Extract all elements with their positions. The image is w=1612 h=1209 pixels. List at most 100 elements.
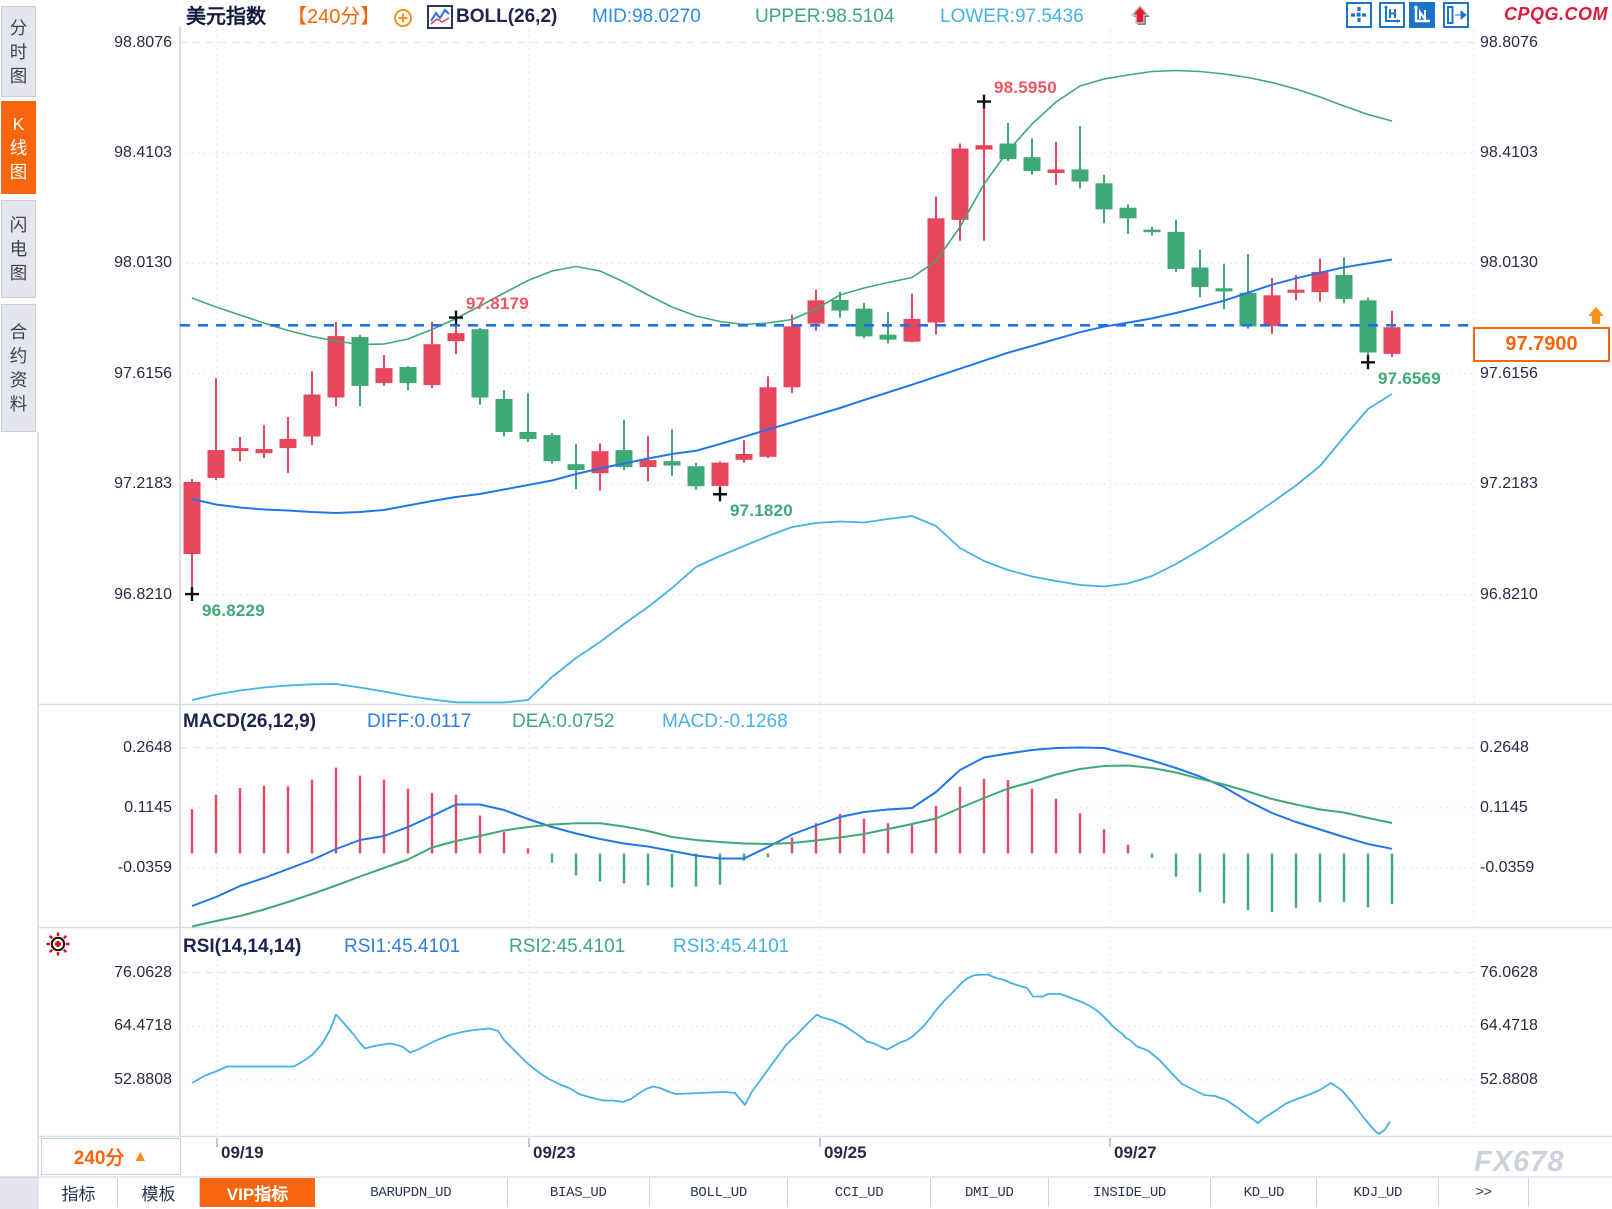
- candle-body: [423, 344, 441, 386]
- candle-body: [279, 438, 297, 449]
- period-button[interactable]: 240分 ▲: [41, 1138, 181, 1175]
- mini-chart-icon[interactable]: [427, 5, 453, 29]
- price-up-arrow-icon: [1588, 307, 1604, 324]
- tab-biasud[interactable]: BIAS_UD: [507, 1178, 650, 1207]
- indicator-name[interactable]: BOLL(26,2): [456, 6, 558, 27]
- axis-range-icon[interactable]: [1379, 2, 1405, 28]
- candle-body: [567, 464, 585, 470]
- y-axis-label: 76.0628: [114, 963, 172, 981]
- x-axis-date-label: 09/25: [824, 1143, 867, 1162]
- y-axis-label: 97.6156: [114, 364, 172, 382]
- boll-lower-line: [191, 393, 1393, 704]
- candle-body: [759, 387, 777, 457]
- tab-kdjud[interactable]: KDJ_UD: [1317, 1178, 1440, 1207]
- red-up-arrow-icon[interactable]: [1127, 2, 1151, 27]
- y-axis-label: 98.8076: [1480, 33, 1538, 51]
- period-badge[interactable]: 【240分】: [287, 6, 381, 28]
- candle-body: [639, 460, 657, 467]
- sidebar-item-char: 线: [9, 137, 28, 158]
- tab-[interactable]: 模板: [118, 1178, 200, 1207]
- candle-body: [519, 432, 537, 439]
- current-price-box: 97.7900: [1473, 327, 1610, 362]
- candle-body: [543, 435, 561, 462]
- sidebar-item-flash[interactable]: 闪电图: [1, 200, 36, 298]
- tab-[interactable]: 指标: [40, 1178, 118, 1207]
- candle-body: [1047, 169, 1065, 173]
- y-axis-label: -0.0359: [1480, 858, 1535, 876]
- swing-price-label: 98.5950: [994, 78, 1057, 97]
- tab-bollud[interactable]: BOLL_UD: [650, 1178, 789, 1207]
- sidebar-item-char: 料: [9, 394, 28, 414]
- rsi3-value: RSI3:45.4101: [673, 936, 790, 957]
- candle-body: [351, 337, 369, 386]
- boll-upper-line: [191, 69, 1393, 346]
- candle-body: [879, 334, 897, 340]
- symbol-title: 美元指数: [186, 6, 266, 28]
- candle-body: [687, 466, 705, 487]
- brand-logo[interactable]: CPQG.COM: [1503, 4, 1608, 24]
- swing-cross-marker: [713, 487, 727, 502]
- candle-body: [927, 218, 945, 323]
- tab-insideud[interactable]: INSIDE_UD: [1048, 1178, 1212, 1207]
- candle-body: [303, 394, 321, 437]
- tabbar-left-corner: [0, 1177, 39, 1209]
- tab-kdud[interactable]: KD_UD: [1211, 1178, 1318, 1207]
- candle-body: [663, 461, 681, 466]
- tab-[interactable]: >>: [1439, 1178, 1529, 1207]
- sidebar-item-char: 分: [9, 17, 28, 38]
- candle-body: [327, 336, 345, 398]
- y-axis-label: 98.8076: [114, 33, 172, 51]
- candle-body: [1143, 229, 1161, 233]
- candle-body: [399, 367, 417, 384]
- y-axis-label: 0.1145: [1480, 798, 1528, 816]
- y-axis-label: 52.8808: [114, 1070, 172, 1088]
- boll-upper-value: UPPER:98.5104: [755, 6, 895, 27]
- candle-body: [855, 308, 873, 337]
- crosshair-icon[interactable]: [1346, 2, 1372, 28]
- sidebar-item-char: 图: [9, 161, 28, 182]
- rsi-title: RSI(14,14,14): [183, 936, 302, 957]
- sidebar-item-char: K: [12, 113, 25, 134]
- sidebar-item-char: 资: [9, 370, 28, 390]
- candle-body: [207, 450, 225, 478]
- swing-price-label: 97.8179: [466, 294, 529, 313]
- tab-dmiud[interactable]: DMI_UD: [930, 1178, 1049, 1207]
- candle-body: [1119, 207, 1137, 219]
- candle-body: [231, 448, 249, 452]
- candle-body: [1215, 288, 1233, 292]
- tab-barupdnud[interactable]: BARUPDN_UD: [315, 1178, 508, 1207]
- tab-cciud[interactable]: CCI_UD: [788, 1178, 931, 1207]
- boll-lower-value: LOWER:97.5436: [940, 6, 1084, 27]
- candle-body: [255, 449, 273, 454]
- sidebar-item-contract[interactable]: 合约资料: [1, 304, 36, 432]
- swing-cross-marker: [185, 587, 199, 602]
- macd-diff-value: DIFF:0.0117: [367, 711, 472, 732]
- red-sun-icon[interactable]: [45, 931, 71, 957]
- boll-mid-value: MID:98.0270: [592, 6, 701, 27]
- y-axis-label: 0.2648: [123, 738, 172, 756]
- sidebar-item-char: 闪: [9, 215, 28, 235]
- y-axis-label: 0.1145: [124, 798, 172, 816]
- candle-body: [375, 368, 393, 384]
- auto-scale-icon[interactable]: [1409, 2, 1435, 28]
- sidebar-item-char: 图: [9, 263, 28, 283]
- watermark: FX678: [1474, 1146, 1565, 1178]
- collapse-pane-icon[interactable]: [1443, 2, 1469, 28]
- x-axis-date-label: 09/19: [221, 1143, 264, 1162]
- circle-plus-icon[interactable]: [393, 8, 413, 28]
- macd-title: MACD(26,12,9): [183, 711, 317, 732]
- candle-body: [1263, 295, 1281, 327]
- tab-vip[interactable]: VIP指标: [200, 1178, 315, 1207]
- candle-body: [1023, 157, 1041, 172]
- y-axis-label: 98.4103: [114, 143, 172, 161]
- candle-body: [1167, 231, 1185, 269]
- candle-body: [831, 300, 849, 311]
- y-axis-label: 0.2648: [1480, 738, 1529, 756]
- candle-body: [1095, 183, 1113, 210]
- swing-cross-marker: [449, 310, 463, 325]
- candle-body: [1287, 289, 1305, 293]
- sidebar-item-time[interactable]: 分时图: [1, 6, 36, 97]
